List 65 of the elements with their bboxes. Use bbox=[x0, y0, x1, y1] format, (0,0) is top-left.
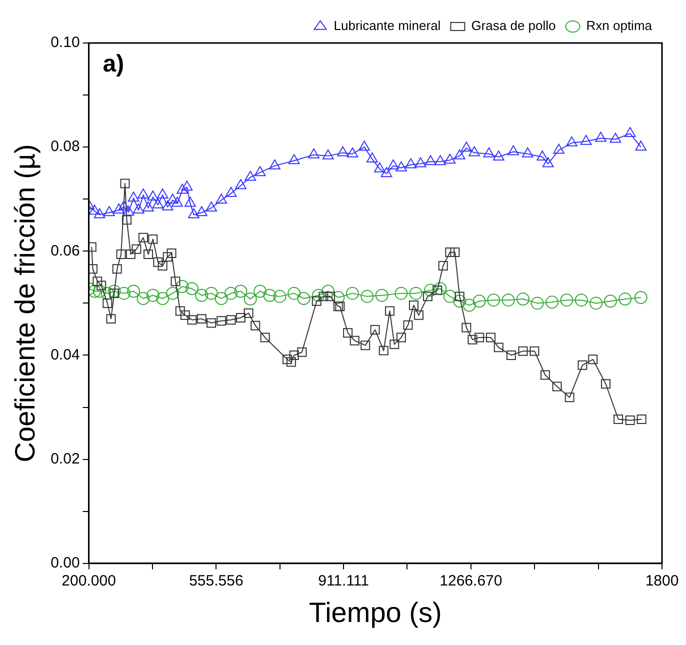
point bbox=[604, 294, 617, 308]
point bbox=[288, 286, 301, 300]
point bbox=[530, 296, 544, 310]
point bbox=[224, 286, 238, 300]
point bbox=[394, 286, 408, 300]
x-tick-label: 911.111 bbox=[318, 572, 369, 590]
x-axis-title: Tiempo (s) bbox=[309, 596, 442, 628]
point bbox=[502, 294, 515, 307]
point bbox=[487, 294, 500, 307]
point bbox=[375, 288, 388, 302]
y-tick-label: 0.04 bbox=[50, 346, 80, 364]
point bbox=[156, 292, 170, 306]
annotation: a) bbox=[102, 50, 124, 78]
point bbox=[560, 294, 574, 307]
point bbox=[472, 294, 486, 308]
point bbox=[346, 286, 359, 300]
y-axis-title: Coeficiente de fricción (µ) bbox=[10, 144, 41, 462]
point bbox=[100, 286, 114, 300]
point bbox=[409, 286, 422, 300]
point bbox=[273, 290, 286, 303]
point bbox=[434, 282, 447, 296]
x-tick-label: 555.556 bbox=[189, 572, 244, 590]
point bbox=[93, 284, 106, 298]
x-tick-label: 200.000 bbox=[62, 572, 116, 590]
point bbox=[546, 296, 559, 309]
point bbox=[88, 284, 102, 298]
point bbox=[322, 284, 335, 298]
point bbox=[146, 288, 160, 302]
point bbox=[516, 292, 530, 306]
point bbox=[176, 280, 189, 294]
point bbox=[117, 286, 130, 300]
point bbox=[312, 288, 325, 302]
point bbox=[136, 292, 150, 306]
point bbox=[244, 292, 257, 306]
point bbox=[234, 284, 248, 298]
y-tick-label: 0.02 bbox=[50, 450, 80, 468]
point bbox=[108, 284, 121, 298]
point bbox=[590, 296, 603, 310]
point bbox=[443, 290, 456, 303]
point bbox=[618, 292, 632, 306]
y-tick-label: 0.00 bbox=[50, 554, 80, 572]
point bbox=[297, 292, 310, 306]
y-tick-label: 0.06 bbox=[50, 242, 80, 260]
point bbox=[332, 290, 345, 304]
point bbox=[424, 284, 438, 297]
point bbox=[574, 294, 588, 307]
point bbox=[204, 286, 218, 300]
point bbox=[263, 288, 276, 302]
point bbox=[195, 288, 208, 302]
legend-label: Rxn optima bbox=[586, 18, 653, 34]
point bbox=[254, 284, 267, 298]
point bbox=[214, 292, 228, 306]
point bbox=[360, 290, 374, 303]
x-tick-label: 1800 bbox=[645, 572, 679, 590]
point bbox=[185, 282, 198, 296]
legend-label: Grasa de pollo bbox=[471, 18, 556, 34]
y-tick-label: 0.08 bbox=[50, 138, 80, 156]
point bbox=[634, 290, 648, 304]
point bbox=[453, 294, 466, 308]
point bbox=[166, 286, 180, 300]
x-tick-label: 1266.670 bbox=[440, 572, 502, 590]
y-tick-label: 0.10 bbox=[50, 34, 80, 52]
legend-label: Lubricante mineral bbox=[334, 18, 441, 34]
point bbox=[127, 284, 140, 298]
point bbox=[462, 298, 476, 312]
